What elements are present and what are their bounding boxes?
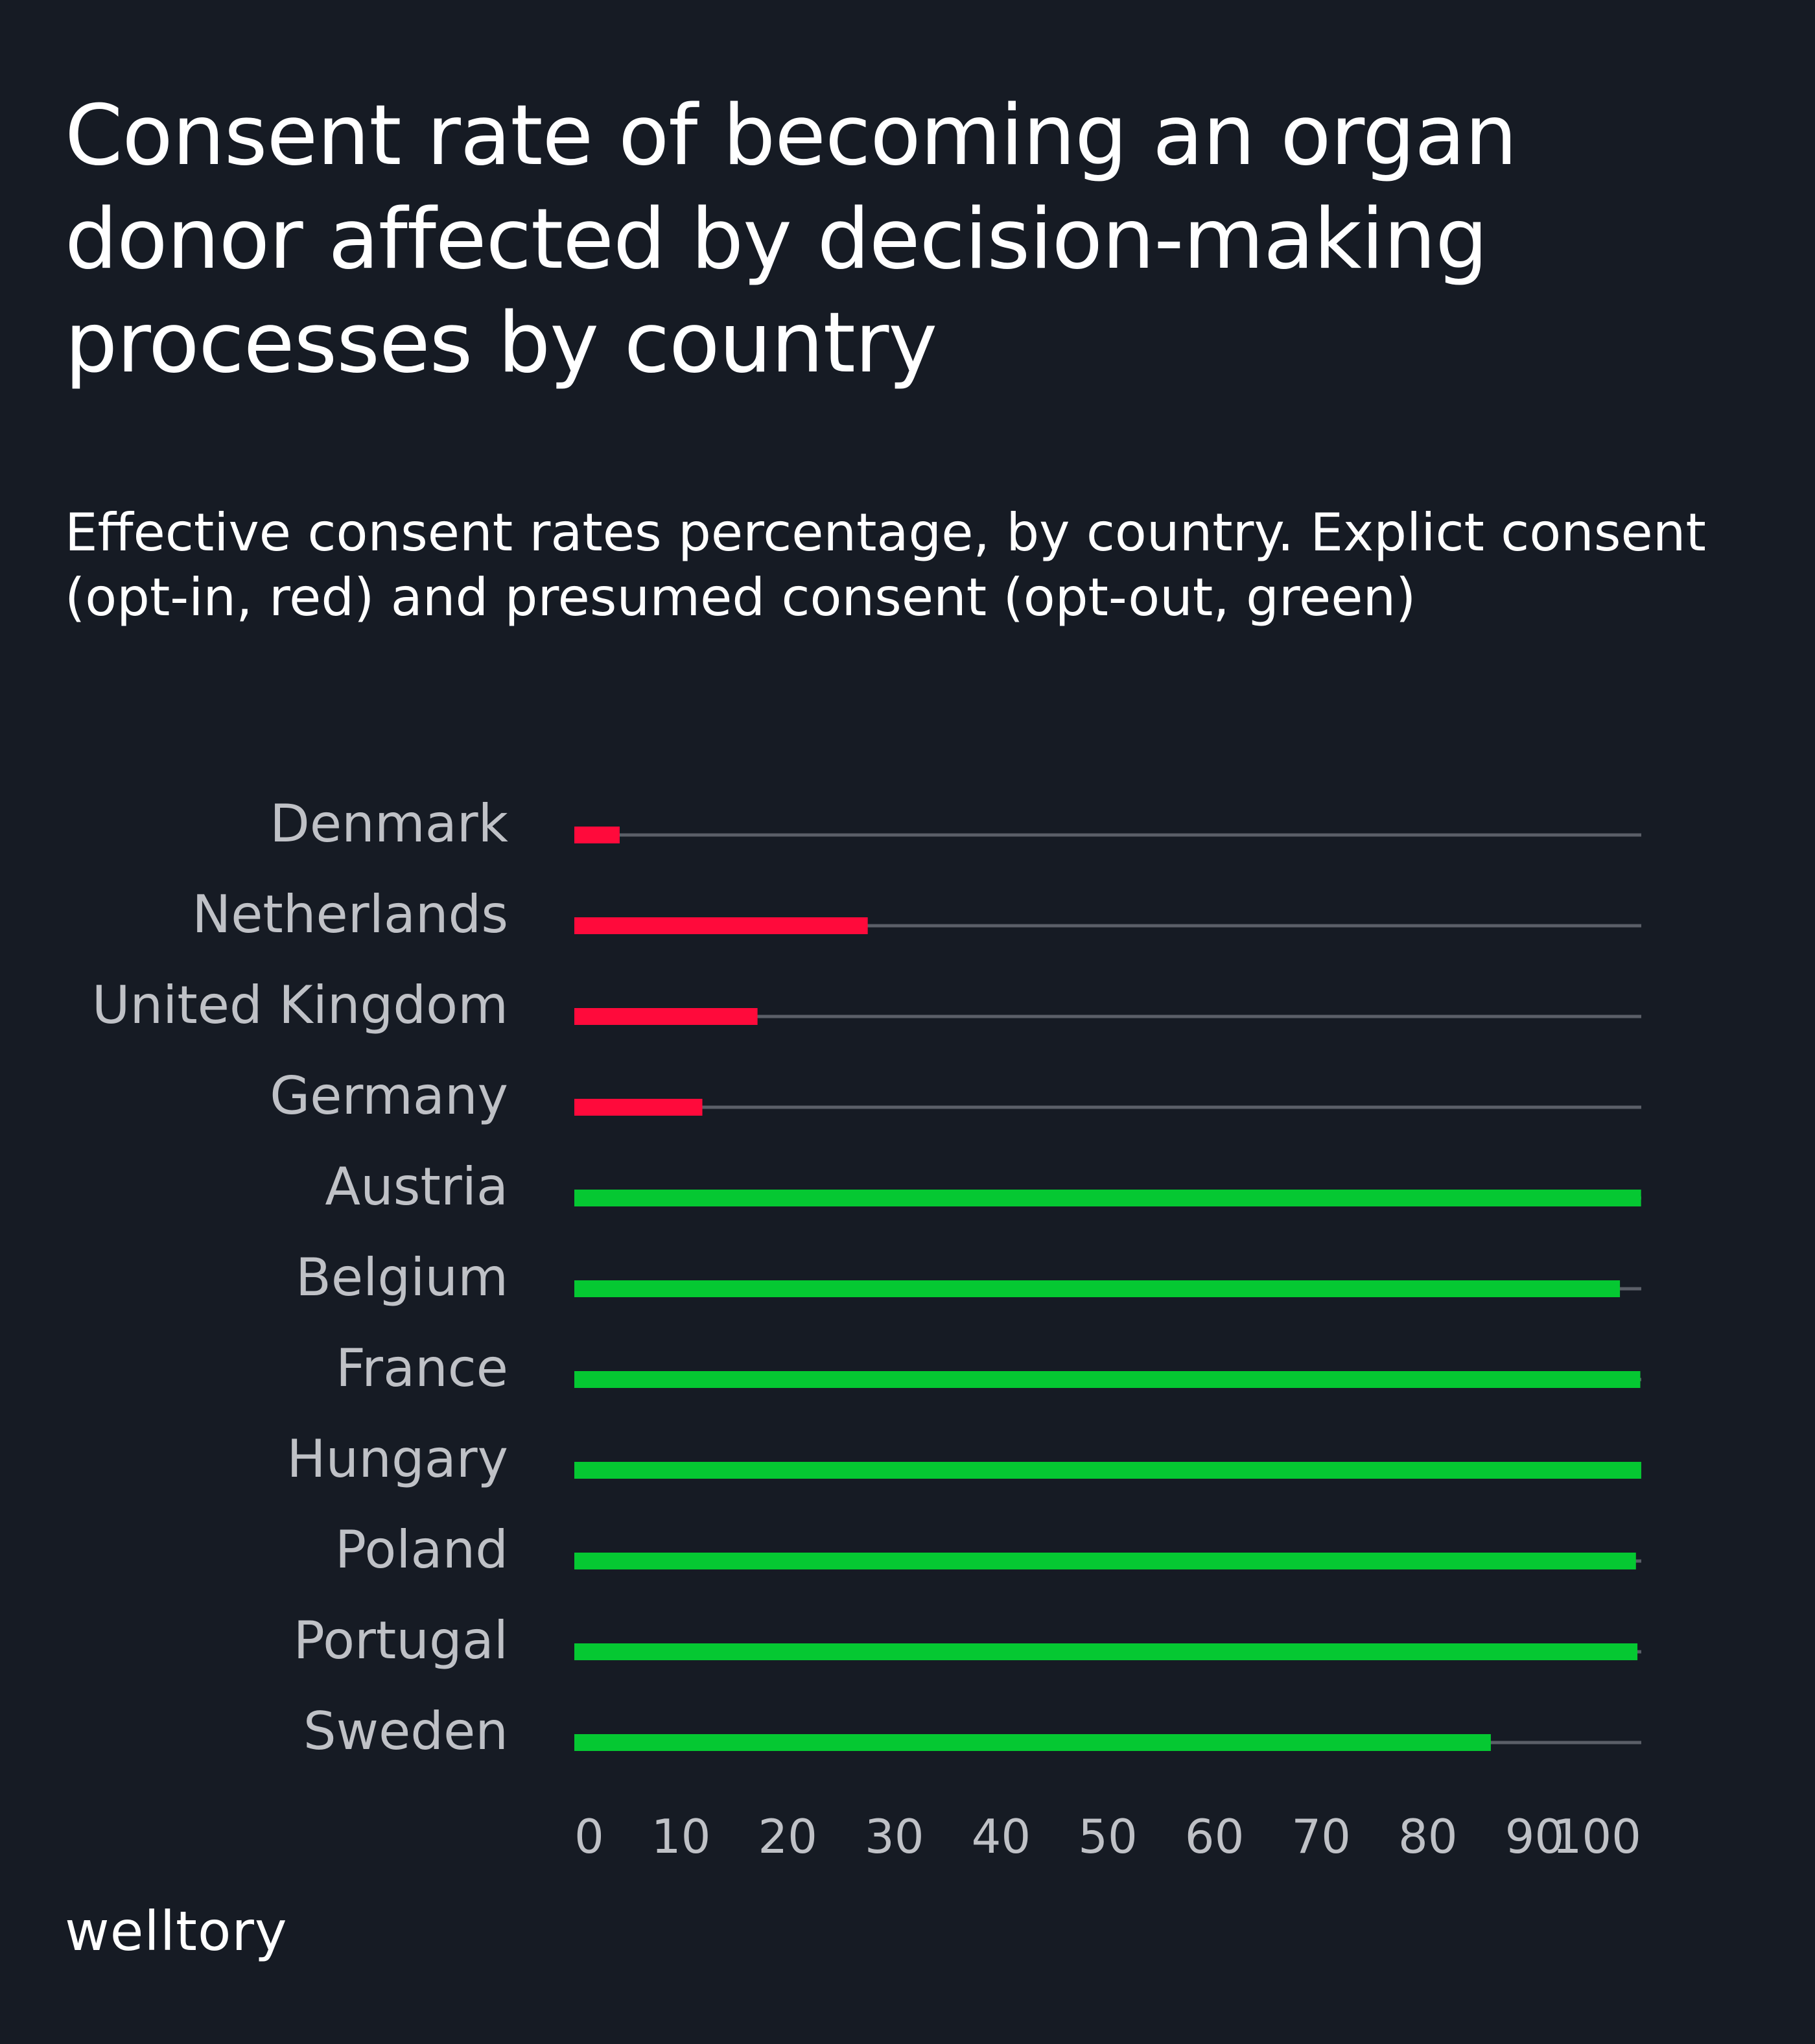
x-tick-label-30: 30 [865, 1809, 924, 1864]
x-tick-label-90: 90 [1505, 1809, 1565, 1864]
x-tick-label-0: 0 [574, 1809, 604, 1864]
bar-poland [574, 1553, 1636, 1569]
category-labels: Denmark Netherlands United Kingdom Germany A… [92, 793, 509, 1761]
category-label-germany: Germany [270, 1066, 508, 1126]
bar-belgium [574, 1280, 1621, 1297]
bar-germany [574, 1099, 703, 1116]
x-tick-label-20: 20 [758, 1809, 817, 1864]
x-tick-label-80: 80 [1398, 1809, 1458, 1864]
x-tick-label-10: 10 [651, 1809, 711, 1864]
category-label-france: France [336, 1338, 508, 1398]
x-tick-label-40: 40 [972, 1809, 1031, 1864]
chart-subtitle: Effective consent rates percentage, by c… [65, 502, 1706, 628]
x-tick-label-50: 50 [1078, 1809, 1138, 1864]
category-label-austria: Austria [325, 1157, 508, 1217]
bar-austria [574, 1190, 1641, 1206]
category-label-sweden: Sweden [303, 1701, 508, 1761]
bar-portugal [574, 1643, 1638, 1660]
x-tick-label-70: 70 [1291, 1809, 1351, 1864]
chart-title: Consent rate of becoming an organ donor … [65, 88, 1517, 392]
category-label-netherlands: Netherlands [192, 884, 508, 945]
x-tick-label-100: 100 [1552, 1809, 1641, 1864]
category-label-denmark: Denmark [270, 793, 508, 854]
bar-sweden [574, 1734, 1491, 1751]
x-tick-label-60: 60 [1185, 1809, 1245, 1864]
category-label-poland: Poland [335, 1520, 508, 1580]
category-label-hungary: Hungary [287, 1429, 508, 1489]
category-label-portugal: Portugal [294, 1610, 508, 1671]
bar-netherlands [574, 917, 868, 934]
bar-hungary [574, 1462, 1641, 1479]
bar-france [574, 1371, 1641, 1388]
category-label-belgium: Belgium [296, 1247, 508, 1308]
category-label-united-kingdom: United Kingdom [92, 975, 508, 1035]
bar-united-kingdom [574, 1008, 758, 1025]
bars [574, 827, 1641, 1751]
welltory-logo: welltory [65, 1899, 288, 1963]
bar-denmark [574, 827, 620, 843]
